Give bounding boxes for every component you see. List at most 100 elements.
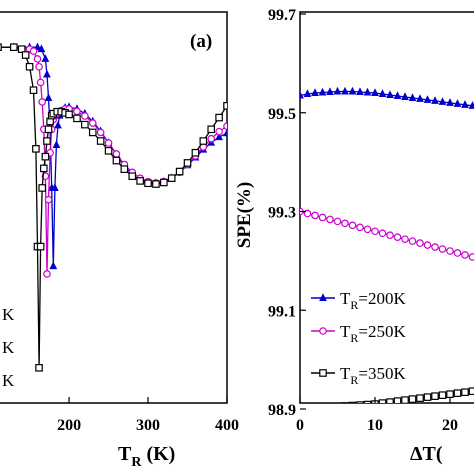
panel-b-series-0-point <box>378 89 387 97</box>
legend-swatch-marker <box>319 327 327 335</box>
panel-b-series-2-point <box>468 387 474 396</box>
panel-a-series-2-point <box>21 51 30 59</box>
panel-b-series-2-point <box>408 395 417 403</box>
panel-a-series-1-point <box>35 62 43 71</box>
panel-a-series-2-point <box>120 165 129 173</box>
panel-b-series-2-point <box>401 396 409 403</box>
panel-a-legend-fragment: K <box>2 305 15 324</box>
panel-b-ylabel: SPE(%) <box>234 182 255 249</box>
panel-a-xlabel: TR (K) <box>118 443 175 470</box>
panel-b-series-1-point <box>371 227 379 236</box>
panel-b-series-1-point <box>401 235 409 243</box>
panel-a-series-1-point <box>215 127 223 136</box>
panel-b-series-1-point <box>363 225 372 234</box>
panel-a-series-2-point <box>65 110 73 119</box>
panel-b-ytick-label: 99.1 <box>268 303 296 320</box>
panel-b-ytick-label: 99.5 <box>268 106 296 123</box>
panel-b-series-2-point <box>438 391 447 399</box>
panel-b-plot <box>300 86 474 411</box>
panel-a-series-2-point <box>144 179 152 188</box>
panel-b-series-1-point <box>348 221 357 230</box>
panel-b-series-1-point <box>311 211 319 220</box>
panel-b-series-0-point <box>303 89 312 97</box>
panel-b-xtick-label: 0 <box>296 417 304 434</box>
panel-b-series-0-point <box>468 101 474 109</box>
panel-a-series-2-point <box>152 180 160 188</box>
panel-a-series-2-point <box>73 114 81 123</box>
panel-b-series-1-point <box>416 239 424 247</box>
panel-b-series-1-point <box>446 247 454 255</box>
panel-b-series-0-point <box>461 100 469 108</box>
panel-a-series-2-point <box>199 137 208 145</box>
panel-a-series-0-point <box>223 128 227 137</box>
panel-b-series-1-point <box>468 253 474 261</box>
panel-a-series-0-point <box>41 54 50 62</box>
panel-b-series-2-point <box>461 388 469 397</box>
panel-a-series-2-point <box>0 43 2 51</box>
panel-b-frame <box>299 11 474 404</box>
panel-a-series-0-point <box>49 261 58 270</box>
panel-b-series-2-point <box>378 399 387 403</box>
panel-a-series-0-point <box>215 132 223 141</box>
panel-a-series-2-point <box>160 178 168 187</box>
panel-a-series-2-point <box>136 177 144 185</box>
legend-entry-label: TR=200K <box>340 289 406 312</box>
panel-a-series-0-point <box>37 44 46 53</box>
panel-b-series-2-point <box>363 400 372 403</box>
panel-a-series-2-point <box>36 242 45 251</box>
panel-b-series-1-point <box>438 245 447 253</box>
panel-a-series-2-point <box>183 159 192 167</box>
panel-b-series-1-point <box>341 219 349 228</box>
panel-a-series-1-point <box>112 150 121 158</box>
panel-a: 200 300 400 (a) KKK TR (K) <box>0 11 239 470</box>
panel-b-series-2-point <box>453 389 462 398</box>
panel-a-series-1-point <box>38 98 47 106</box>
panel-b-series-2-point <box>356 401 364 403</box>
panel-b-series-1-point <box>453 249 462 257</box>
panel-a-series-2-point <box>32 145 40 153</box>
panel-a-series-1-point <box>104 139 113 147</box>
panel-b-xlabel: ΔT( <box>410 443 443 465</box>
panel-b-series-0-point <box>386 90 394 98</box>
panel-a-series-1-point <box>36 78 45 87</box>
panel-a-series-1-point <box>44 195 53 204</box>
panel-a-series-1-point <box>73 107 81 116</box>
panel-b-series-0-point <box>371 88 379 96</box>
panel-b-series-1-point <box>378 229 387 238</box>
panel-b-series-0-point <box>416 94 424 102</box>
panel-a-series-1-point <box>81 112 89 120</box>
panel-b-series-0-point <box>438 97 447 105</box>
panel-a-series-2-point <box>167 174 176 182</box>
panel-b-xtick-label: 10 <box>367 417 383 434</box>
panel-a-series-0-point <box>44 93 53 102</box>
panel-b-series-0-point <box>356 87 364 96</box>
panel-a-series-2-point <box>35 364 43 372</box>
panel-b-ytick-label: 99.3 <box>268 205 296 222</box>
panel-a-series-2-point <box>191 148 200 157</box>
panel-a-series-1-point <box>29 47 38 55</box>
panel-b-series-1-point <box>318 213 327 222</box>
panel-b-series-0-point <box>393 91 402 99</box>
panel-b-series-1-point <box>333 217 342 226</box>
panel-b-series-2-point <box>312 405 318 411</box>
panel-a-series-2-point <box>9 43 18 51</box>
panel-a-series-2-point <box>215 113 223 122</box>
panel-b-series-0-point <box>326 87 334 96</box>
panel-b-ytick-label: 98.9 <box>268 402 296 419</box>
panel-b-series-2-point <box>348 401 357 403</box>
panel-b-series-2-point <box>327 404 333 410</box>
panel-b-series-0-point <box>348 86 357 95</box>
panel-a-series-1-point <box>33 55 42 63</box>
panel-b-series-1-point <box>408 237 417 245</box>
panel-a-frame <box>0 11 228 404</box>
panel-b-series-0-point <box>311 88 319 96</box>
panel-a-series-2-point <box>38 184 47 192</box>
panel-b-ytick-label: 99.7 <box>268 7 296 24</box>
panel-b-series-0-point <box>423 95 432 103</box>
panel-b-series-2-point <box>333 402 342 403</box>
panel-a-series-2-point <box>44 125 53 134</box>
panel-a-legend-fragment: K <box>2 371 15 390</box>
panel-a-xtick-label: 200 <box>57 417 81 434</box>
panel-b-series-0-point <box>363 87 372 96</box>
